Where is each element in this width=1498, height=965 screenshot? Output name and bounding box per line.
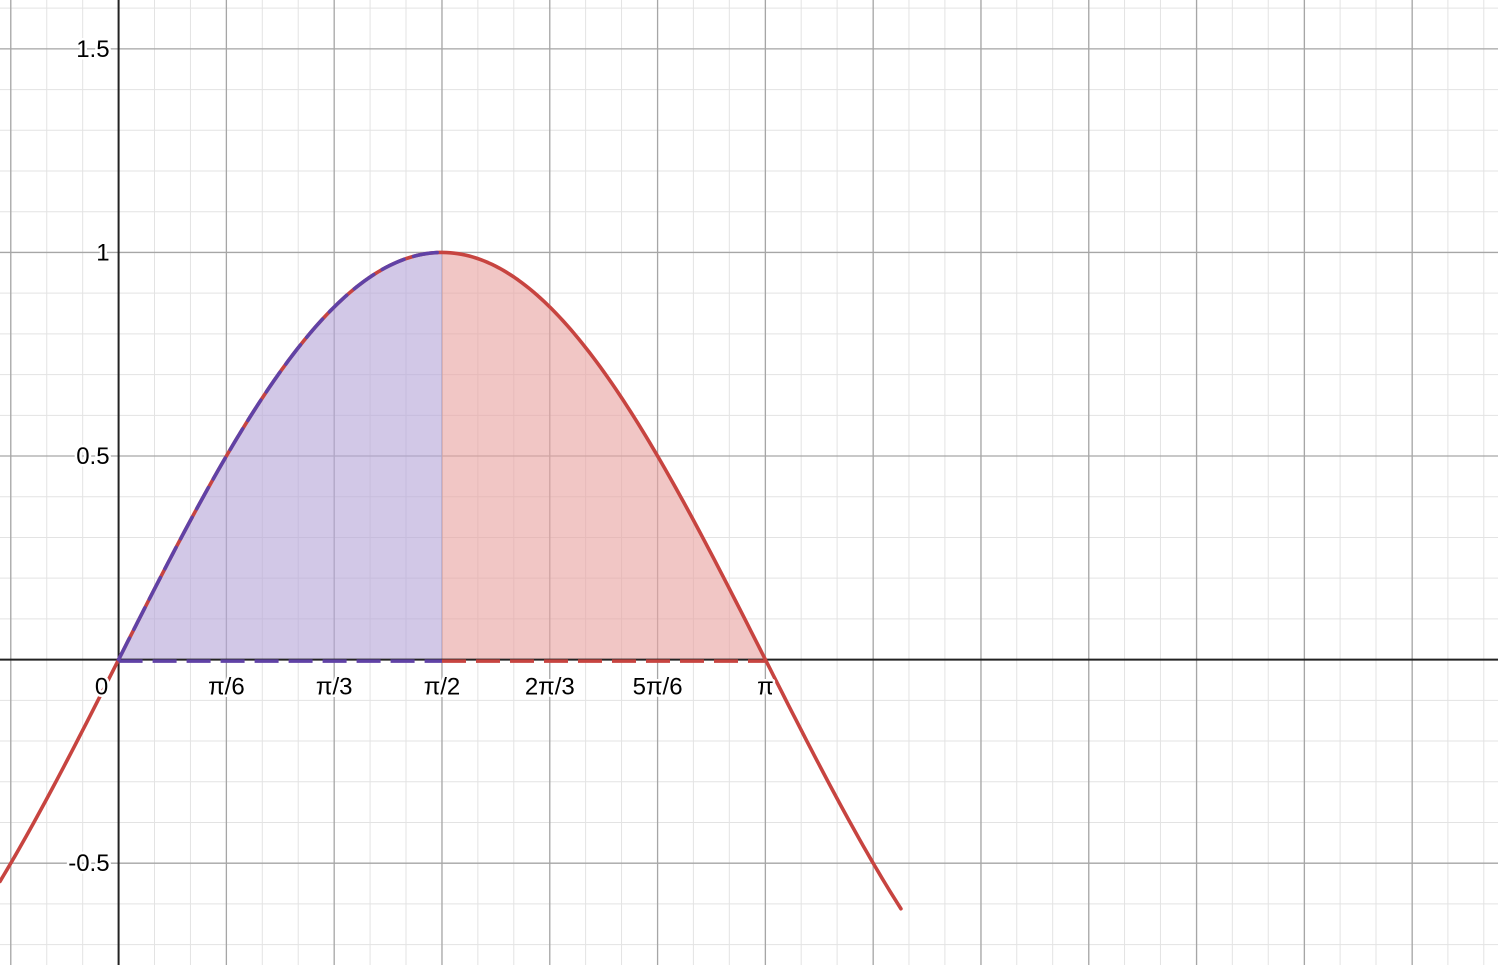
x-tick-label: π/2 [424, 674, 461, 701]
y-tick-label: 1 [96, 239, 109, 266]
curves [0, 250, 903, 911]
x-tick-label: π/6 [208, 674, 245, 701]
y-tick-label: 0.5 [76, 443, 109, 470]
shaded-regions [118, 252, 766, 660]
shaded-region-left [118, 252, 442, 660]
y-tick-label: 1.5 [76, 36, 109, 63]
y-tick-label: -0.5 [68, 850, 109, 877]
x-tick-label: π/3 [316, 674, 353, 701]
x-tick-label: 2π/3 [525, 674, 575, 701]
x-tick-label: 0 [95, 674, 108, 701]
x-tick-label: 5π/6 [633, 674, 683, 701]
sine-curve-purple [116, 250, 444, 662]
shaded-region-right [441, 252, 766, 660]
x-tick-label: π [757, 674, 774, 701]
tick-labels: 0 π/6 π/3 π/2 2π/3 5π/6 π -0.5 0.5 1 1.5 [66, 33, 776, 879]
